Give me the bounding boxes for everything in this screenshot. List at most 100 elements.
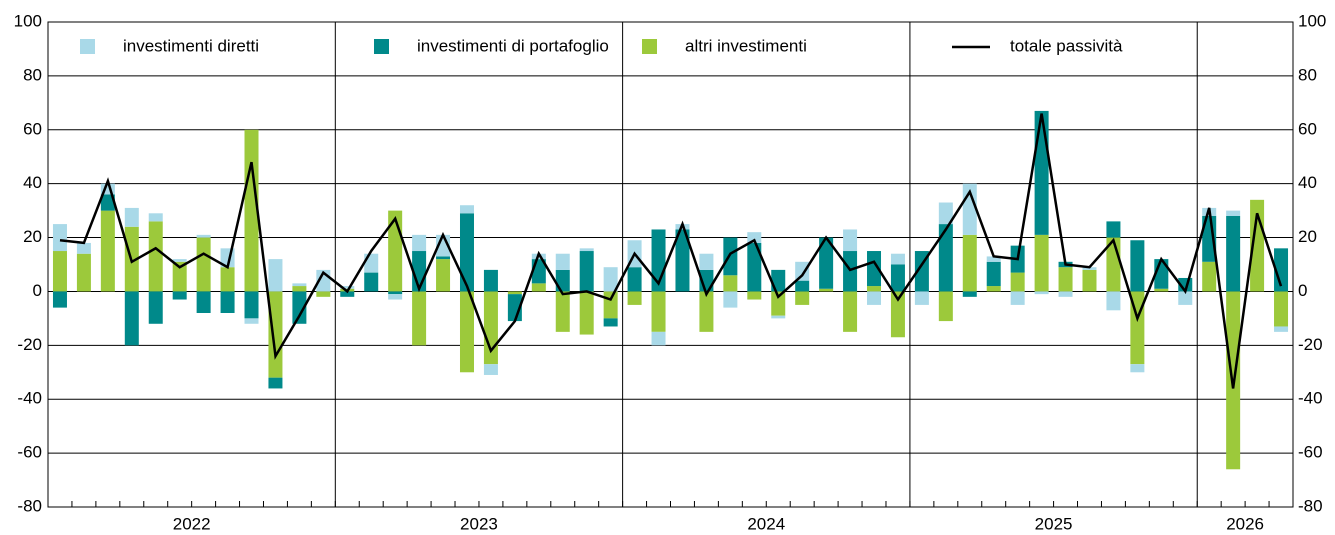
bar	[843, 291, 858, 332]
x-tick-label: 2026	[1226, 514, 1264, 533]
x-tick-label: 2025	[1035, 514, 1073, 533]
legend-swatch	[374, 39, 389, 54]
plot-frame	[47, 21, 1294, 508]
bar	[747, 242, 762, 292]
bar	[890, 253, 905, 265]
bar	[459, 213, 474, 292]
bar	[986, 261, 1001, 287]
bar	[651, 331, 666, 346]
bar	[914, 291, 929, 305]
bar	[172, 261, 187, 292]
bar	[962, 291, 977, 297]
bar	[1010, 291, 1025, 305]
bar	[819, 288, 834, 292]
bar	[1130, 364, 1145, 373]
y-tick-label-right: 60	[1298, 119, 1317, 138]
bar	[316, 291, 331, 297]
bar	[100, 210, 115, 292]
y-tick-label-right: 80	[1298, 65, 1317, 84]
bar	[196, 234, 211, 238]
bar	[1226, 210, 1241, 216]
bar	[148, 291, 163, 324]
bar	[148, 221, 163, 292]
y-tick-label-right: -60	[1298, 443, 1323, 462]
bar	[986, 256, 1001, 262]
bar	[459, 205, 474, 214]
bar	[867, 291, 882, 305]
bar	[843, 251, 858, 292]
y-tick-label: -80	[17, 496, 42, 515]
legend-label: investimenti di portafoglio	[417, 36, 609, 55]
bar	[555, 291, 570, 332]
bar	[483, 269, 498, 292]
bar	[795, 291, 810, 305]
bar	[507, 291, 522, 295]
bar	[675, 229, 690, 292]
y-tick-label: -60	[17, 443, 42, 462]
y-tick-label-right: 100	[1298, 11, 1326, 30]
bar	[196, 291, 211, 313]
bar	[220, 267, 235, 292]
bar	[1202, 261, 1217, 292]
bar	[100, 183, 115, 195]
bar	[1274, 248, 1289, 292]
bar	[483, 291, 498, 365]
y-tick-label: -40	[17, 389, 42, 408]
bar	[388, 291, 403, 295]
legend-label: investimenti diretti	[123, 36, 259, 55]
bar	[268, 377, 283, 389]
bar	[244, 129, 259, 292]
bar	[890, 291, 905, 338]
bar	[1058, 291, 1073, 297]
bar	[1154, 288, 1169, 292]
bar	[867, 286, 882, 292]
bar	[1034, 234, 1049, 292]
bar	[938, 202, 953, 225]
y-tick-label-right: 0	[1298, 281, 1307, 300]
bar	[603, 267, 618, 292]
bar	[364, 272, 379, 292]
bar	[436, 256, 451, 260]
x-tick-label: 2022	[173, 514, 211, 533]
x-tick-label: 2024	[747, 514, 785, 533]
bar	[986, 286, 1001, 292]
bar	[459, 291, 474, 373]
bar	[52, 224, 67, 252]
bar	[292, 291, 307, 324]
y-tick-label: 40	[23, 173, 42, 192]
bar	[172, 259, 187, 262]
bar	[771, 315, 786, 319]
bar	[1178, 291, 1193, 305]
y-tick-label: -20	[17, 335, 42, 354]
bar	[1274, 326, 1289, 332]
legend-label: totale passività	[1010, 36, 1123, 55]
bar	[1106, 221, 1121, 238]
bar	[1226, 216, 1241, 292]
bar	[795, 280, 810, 292]
bar	[747, 291, 762, 300]
legend-swatch	[642, 39, 657, 54]
bar	[388, 294, 403, 300]
bar	[52, 291, 67, 308]
y-tick-label: 100	[14, 11, 42, 30]
bar	[1082, 267, 1097, 270]
bar	[148, 213, 163, 222]
bar	[340, 291, 355, 297]
bar	[124, 207, 139, 227]
bar	[364, 253, 379, 273]
bar	[603, 318, 618, 327]
bar	[938, 224, 953, 292]
legend-label: altri investimenti	[685, 36, 807, 55]
bar	[531, 283, 546, 292]
bar	[579, 251, 594, 292]
bar	[627, 267, 642, 292]
bar	[867, 251, 882, 287]
bar	[1034, 110, 1049, 235]
bar	[244, 291, 259, 319]
bar	[483, 364, 498, 375]
y-tick-label-right: -80	[1298, 496, 1323, 515]
bar	[268, 259, 283, 292]
y-tick-label-right: 40	[1298, 173, 1317, 192]
y-tick-label-right: -20	[1298, 335, 1323, 354]
